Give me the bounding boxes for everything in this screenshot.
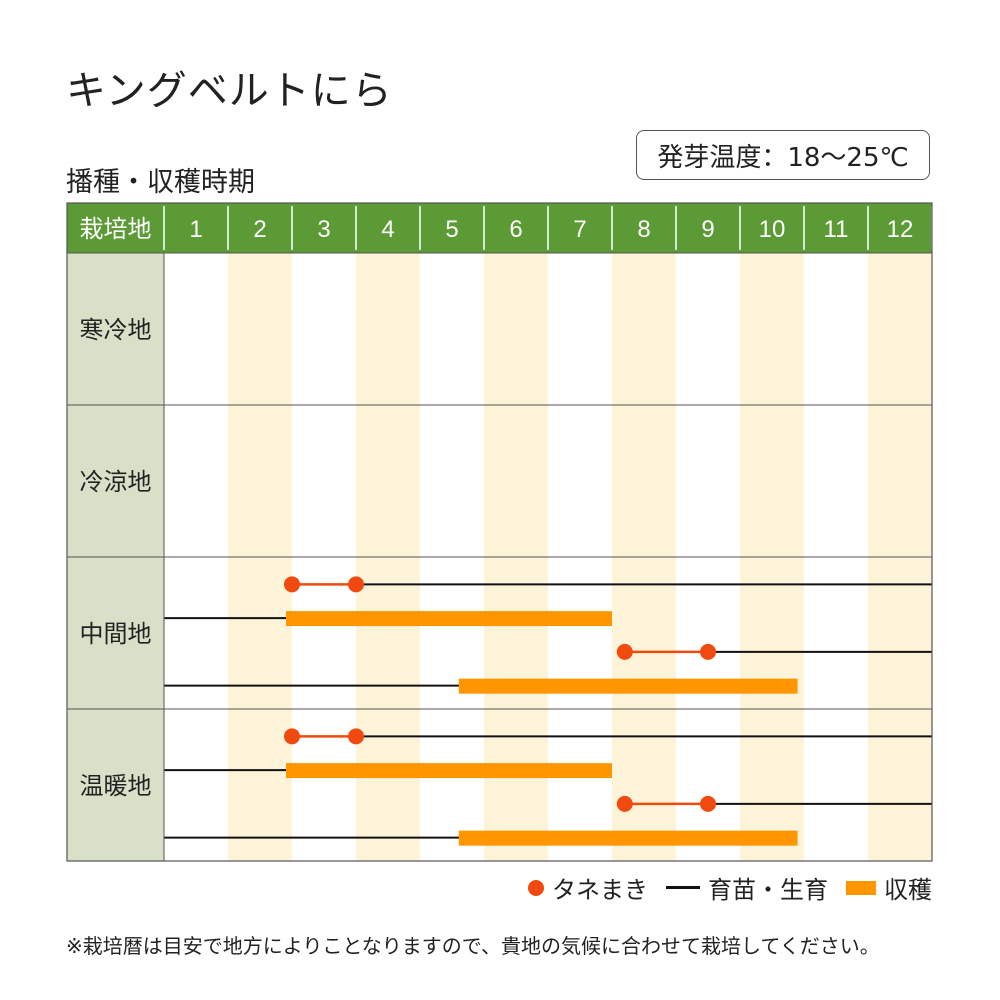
region-label: 寒冷地 <box>80 316 152 344</box>
month-label-11: 11 <box>824 216 849 243</box>
germination-temp-box: 発芽温度：18〜25℃ <box>636 130 930 180</box>
harvest-bar-icon <box>846 880 876 895</box>
sowing-dot-icon <box>528 879 544 896</box>
header-row-bg <box>67 203 932 253</box>
region-label: 中間地 <box>80 620 152 648</box>
month-label-2: 2 <box>253 216 266 243</box>
sowing-point <box>616 643 633 660</box>
region-label: 温暖地 <box>80 772 152 800</box>
legend-label-growth: 育苗・生育 <box>708 876 828 904</box>
month-label-3: 3 <box>317 216 330 243</box>
month-label-9: 9 <box>701 216 714 243</box>
harvest-bar <box>458 678 798 694</box>
header-label: 栽培地 <box>80 215 152 243</box>
legend-label-harvest: 収穫 <box>884 876 932 904</box>
harvest-bar <box>458 830 798 846</box>
sowing-point <box>700 795 716 812</box>
month-label-10: 10 <box>759 216 786 243</box>
month-label-1: 1 <box>189 216 202 243</box>
harvest-bar <box>286 611 612 627</box>
legend-item-harvest: 収穫 <box>846 870 932 905</box>
harvest-bar <box>286 763 612 779</box>
growth-line-icon <box>666 886 700 889</box>
legend-item-growth: 育苗・生育 <box>666 870 828 905</box>
page-title: キングベルトにら <box>66 68 393 114</box>
sowing-point <box>348 576 364 593</box>
month-label-8: 8 <box>637 216 650 243</box>
chart-subtitle: 播種・収穫時期 <box>66 167 255 198</box>
month-label-4: 4 <box>381 216 394 243</box>
sowing-point <box>284 728 300 745</box>
sowing-point <box>616 795 633 812</box>
legend-item-sowing: タネまき <box>528 870 648 905</box>
sowing-point <box>700 643 716 660</box>
legend-label-sowing: タネまき <box>552 876 648 904</box>
sowing-point <box>284 576 300 593</box>
germination-temp-text: 発芽温度：18〜25℃ <box>657 142 909 173</box>
month-label-5: 5 <box>445 216 458 243</box>
legend: タネまき 育苗・生育 収穫 <box>510 870 932 905</box>
month-label-6: 6 <box>509 216 522 243</box>
chart-border <box>66 202 933 862</box>
month-label-12: 12 <box>887 216 914 243</box>
footnote: ※栽培暦は目安で地方によりことなりますので、貴地の気候に合わせて栽培してください… <box>66 934 880 958</box>
region-label: 冷涼地 <box>80 468 152 496</box>
month-label-7: 7 <box>573 216 586 243</box>
sowing-point <box>348 728 364 745</box>
